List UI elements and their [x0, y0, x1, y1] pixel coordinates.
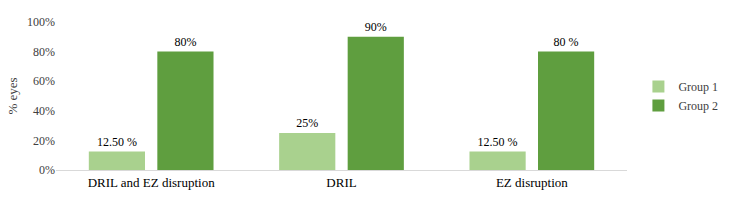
svg-text:100%: 100% [27, 15, 55, 29]
svg-text:90%: 90% [365, 20, 387, 34]
svg-text:80%: 80% [33, 45, 55, 59]
svg-text:12.50 %: 12.50 % [97, 135, 137, 149]
svg-text:25%: 25% [296, 116, 318, 130]
svg-text:80%: 80% [174, 35, 196, 49]
svg-text:60%: 60% [33, 74, 55, 88]
svg-text:Group 1: Group 1 [678, 80, 718, 94]
svg-text:DRIL: DRIL [326, 175, 356, 190]
svg-text:12.50 %: 12.50 % [478, 135, 518, 149]
svg-text:40%: 40% [33, 104, 55, 118]
svg-text:80 %: 80 % [554, 35, 579, 49]
svg-text:20%: 20% [33, 134, 55, 148]
svg-text:Group 2: Group 2 [678, 99, 718, 113]
svg-text:% eyes: % eyes [5, 77, 20, 114]
svg-text:DRIL and EZ disruption: DRIL and EZ disruption [88, 175, 215, 190]
svg-text:0%: 0% [39, 163, 55, 177]
svg-text:EZ disruption: EZ disruption [496, 175, 568, 190]
